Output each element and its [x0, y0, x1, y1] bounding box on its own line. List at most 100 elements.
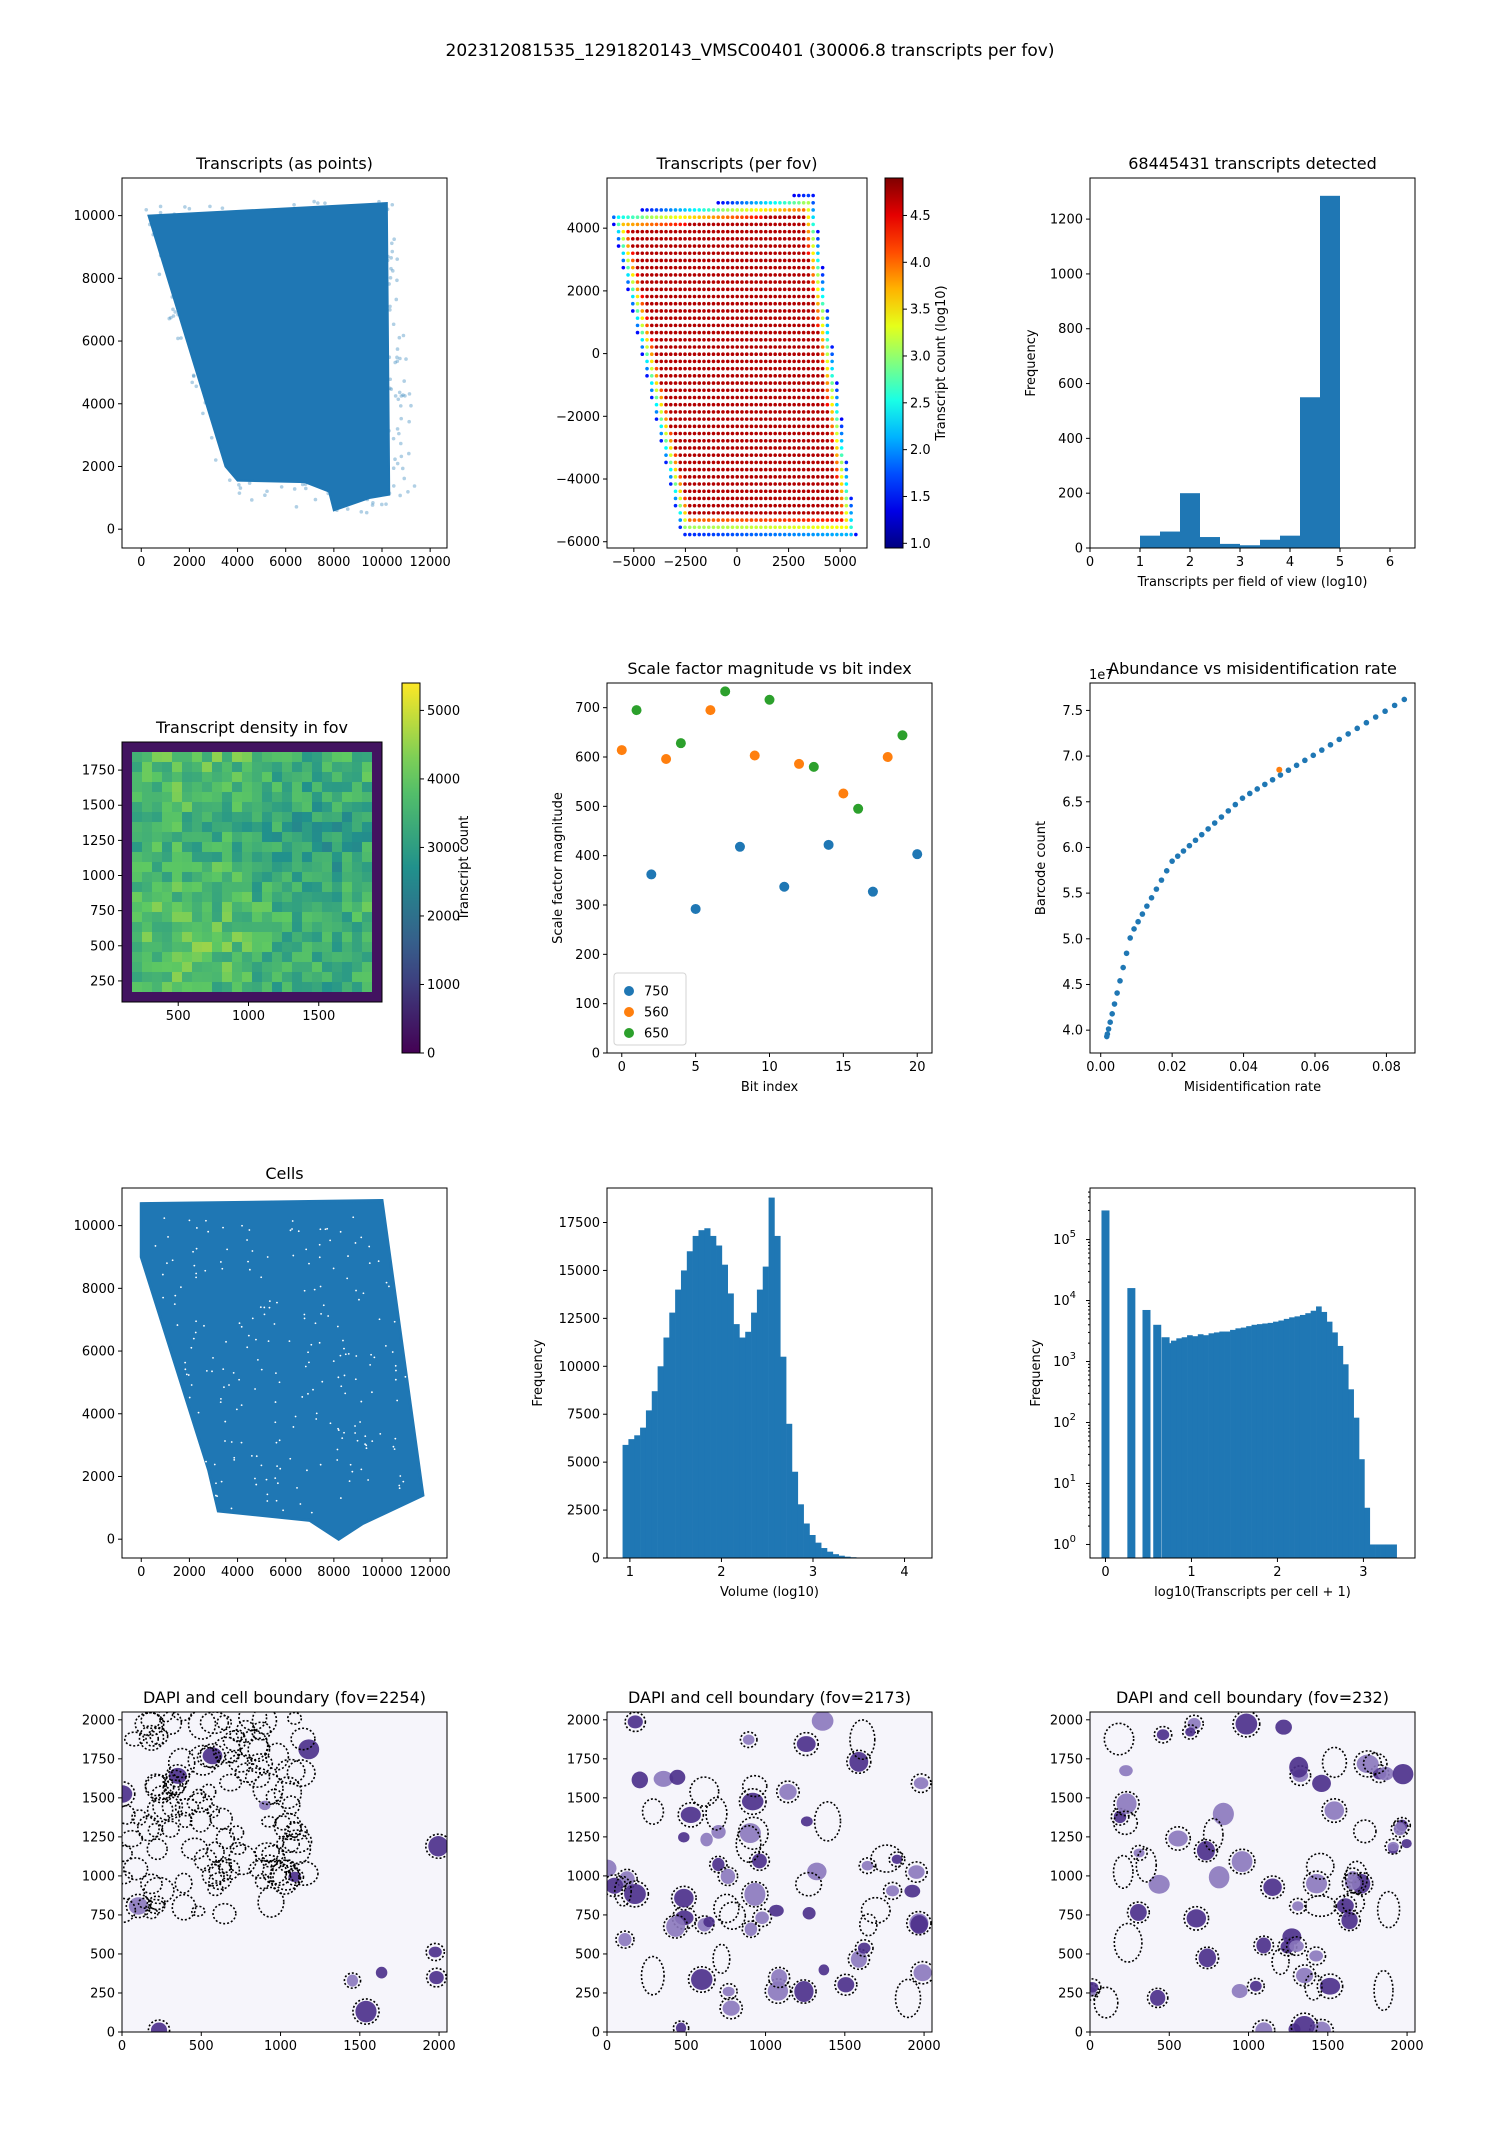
fov-point — [830, 496, 834, 501]
fov-point — [687, 323, 692, 328]
fov-point — [702, 323, 706, 328]
fov-point — [664, 280, 668, 284]
fov-point — [673, 503, 678, 508]
cell-boundary — [235, 1719, 256, 1744]
barcode-point — [1336, 736, 1343, 743]
fov-point — [673, 431, 678, 436]
fov-point — [806, 229, 811, 234]
density-cell — [212, 892, 223, 903]
fov-point — [806, 395, 811, 400]
cell-gap — [195, 1276, 197, 1279]
fov-point — [735, 345, 740, 349]
fov-point — [782, 460, 787, 465]
fov-point — [687, 410, 692, 414]
x-tick-label: −2500 — [663, 555, 707, 570]
barcode-point — [1144, 903, 1150, 909]
nucleus — [122, 1785, 133, 1803]
fov-point — [830, 395, 834, 400]
fov-point — [759, 395, 763, 400]
y-tick-label: 1500 — [82, 799, 115, 814]
density-cell — [312, 932, 323, 943]
cell-gap — [399, 1475, 402, 1477]
fov-point — [678, 410, 683, 414]
fov-point — [612, 215, 616, 219]
fov-point — [683, 352, 687, 357]
fov-point — [640, 265, 645, 270]
cell-gap — [303, 1289, 306, 1292]
fov-point — [778, 280, 782, 284]
density-cell — [322, 972, 333, 983]
density-cell — [132, 842, 143, 853]
plot-area — [1090, 1712, 1415, 2032]
y-axis-label: Frequency — [1029, 1339, 1044, 1406]
nucleus — [1231, 1851, 1253, 1873]
fov-point — [725, 489, 730, 494]
cell-boundary — [1321, 1746, 1348, 1779]
fov-point — [782, 345, 787, 349]
fov-point — [763, 402, 768, 407]
fov-point — [725, 222, 730, 227]
cell-boundary — [1390, 1820, 1410, 1838]
fov-point — [711, 208, 716, 212]
nucleus — [1306, 1873, 1328, 1894]
fov-point — [787, 309, 792, 313]
fov-point — [678, 251, 683, 256]
density-cell — [292, 762, 303, 773]
fov-point — [721, 438, 725, 443]
y-tick-label: 600 — [1058, 377, 1083, 392]
fov-point — [811, 359, 815, 364]
fov-point — [725, 200, 730, 205]
transcript-point — [371, 500, 375, 505]
fov-point — [792, 237, 796, 241]
fov-point — [730, 323, 735, 328]
fov-point — [740, 460, 744, 465]
fov-point — [678, 222, 683, 227]
x-tick-label: 0 — [733, 555, 741, 570]
fov-point — [735, 273, 740, 277]
fov-point — [801, 229, 806, 234]
transcript-point — [400, 466, 405, 471]
fov-point — [659, 215, 664, 219]
cell-gap — [254, 1388, 256, 1390]
fov-point — [749, 503, 754, 508]
fov-point — [835, 395, 839, 400]
fov-point — [768, 309, 773, 313]
transcript-point — [213, 458, 218, 462]
density-cell — [332, 792, 343, 803]
fov-point — [678, 460, 683, 465]
fov-point — [792, 431, 796, 436]
nucleus — [744, 1882, 766, 1906]
fov-point — [730, 417, 735, 421]
fov-point — [792, 503, 796, 508]
fov-point — [740, 511, 744, 515]
fov-point — [687, 229, 692, 234]
fov-point — [806, 374, 811, 378]
fov-point — [744, 511, 749, 515]
fov-point — [697, 460, 702, 465]
fov-point — [735, 460, 740, 465]
hist-bar — [809, 1534, 816, 1558]
cell-boundary — [287, 1820, 303, 1838]
fov-point — [687, 374, 692, 378]
density-cell — [302, 932, 313, 943]
density-cell — [182, 842, 193, 853]
cell-gap — [360, 1400, 363, 1403]
density-cell — [182, 892, 193, 903]
fov-point — [645, 287, 649, 292]
fov-point — [792, 467, 796, 472]
cell-boundary — [146, 1838, 168, 1861]
density-cell — [332, 742, 343, 753]
y-tick-label: 4000 — [82, 1407, 115, 1422]
fov-point — [725, 402, 730, 407]
fov-point — [835, 402, 839, 407]
barcode-point — [1225, 808, 1232, 814]
fov-point — [801, 374, 806, 378]
barcode-point — [1107, 1019, 1113, 1025]
density-cell — [192, 912, 203, 923]
density-cell — [212, 922, 223, 933]
transcript-point — [191, 373, 196, 378]
fov-point — [801, 273, 806, 277]
fov-point — [778, 215, 782, 219]
fov-point — [664, 345, 668, 349]
fov-point — [687, 532, 692, 537]
